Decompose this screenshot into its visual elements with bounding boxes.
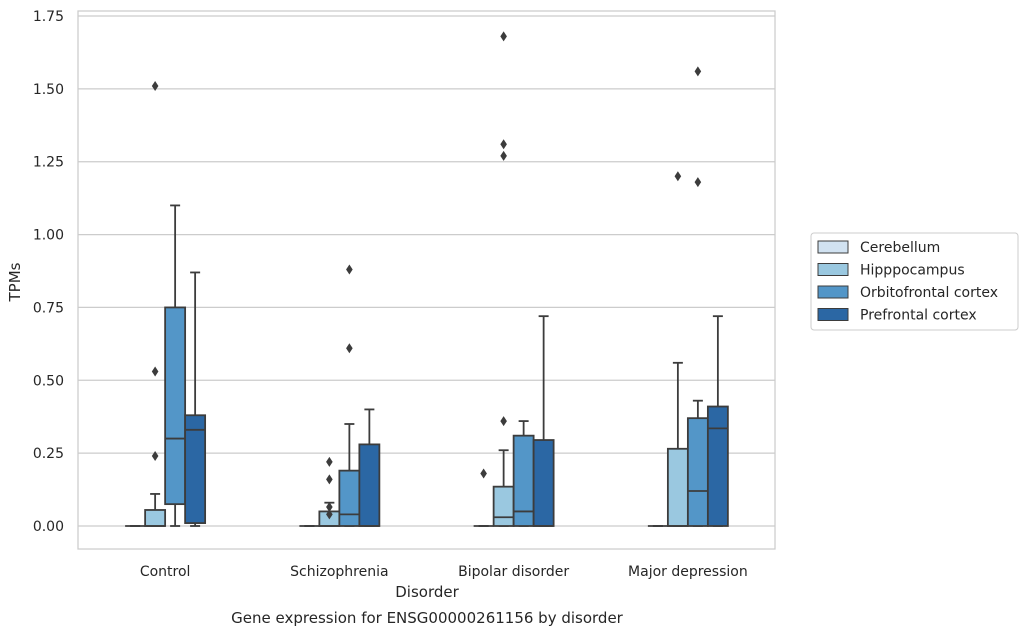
y-tick-label: 1.25 [33, 155, 64, 171]
box-group [338, 264, 361, 527]
box [358, 443, 381, 527]
box [532, 439, 555, 527]
box-group [144, 80, 167, 527]
box-group [358, 408, 381, 527]
y-tick-label: 1.00 [33, 228, 64, 244]
outlier-point [326, 474, 333, 485]
outlier-point [326, 509, 333, 520]
legend: Cerebellum Hipppocampus Orbitofrontal cort… [810, 232, 1019, 331]
outlier-point [694, 66, 702, 77]
legend-label: Prefrontal cortex [860, 308, 977, 324]
outlier-point [500, 150, 507, 161]
chart-title: Gene expression for ENSG00000261156 by d… [231, 609, 624, 627]
outlier-point [151, 366, 159, 377]
box [666, 447, 689, 527]
y-tick-label: 0.50 [33, 373, 64, 389]
outlier-point [346, 264, 353, 275]
outlier-point [326, 502, 333, 513]
outlier-point [694, 177, 702, 188]
box-group [512, 420, 535, 527]
box [706, 405, 729, 527]
legend-swatch [817, 308, 849, 321]
legend-swatch [817, 285, 849, 299]
box-group [473, 468, 494, 527]
y-tick-label: 0.75 [33, 300, 64, 316]
box [184, 414, 207, 524]
x-tick-label: Bipolar disorder [458, 564, 569, 580]
outlier-point [500, 31, 507, 42]
x-tick-labels: Control Schizophrenia Bipolar disorder Majo… [140, 564, 748, 580]
legend-swatch [817, 263, 849, 276]
box-group [532, 315, 555, 527]
box [686, 417, 709, 527]
box [144, 509, 167, 527]
box [492, 485, 515, 527]
box-group [706, 315, 729, 527]
box-group [492, 31, 515, 527]
box-group [164, 204, 187, 527]
box [164, 306, 187, 506]
box [338, 469, 361, 527]
y-tick-label: 1.50 [33, 82, 64, 98]
legend-label: Hipppocampus [860, 263, 965, 279]
x-axis-label: Disorder [395, 583, 459, 601]
box-group [666, 171, 689, 527]
y-axis-label: TPMs [6, 262, 24, 302]
x-tick-label: Major depression [628, 564, 748, 580]
outlier-point [346, 343, 353, 354]
y-tick-label: 0.00 [33, 519, 64, 535]
legend-swatch [817, 240, 849, 254]
x-tick-label: Schizophrenia [290, 564, 388, 580]
x-tick-label: Control [140, 564, 191, 580]
y-tick-label: 1.75 [33, 9, 64, 25]
box-group [184, 271, 207, 527]
box-group [318, 456, 341, 527]
outlier-point [151, 451, 159, 462]
legend-frame [810, 232, 1019, 331]
legend-label: Cerebellum [860, 240, 940, 256]
y-tick-label: 0.25 [33, 446, 64, 462]
outlier-point [151, 80, 159, 91]
box [512, 434, 535, 527]
plot-frame [77, 10, 776, 550]
box-group [686, 66, 709, 527]
legend-label: Orbitofrontal cortex [860, 285, 998, 301]
boxes [125, 31, 729, 527]
outlier-point [326, 456, 333, 467]
outlier-point [500, 139, 507, 150]
outlier-point [674, 171, 682, 182]
y-tick-labels: 0.00 0.25 0.50 0.75 1.00 1.25 1.50 1.75 [33, 9, 64, 535]
outlier-point [480, 468, 487, 479]
outlier-point [500, 416, 507, 427]
